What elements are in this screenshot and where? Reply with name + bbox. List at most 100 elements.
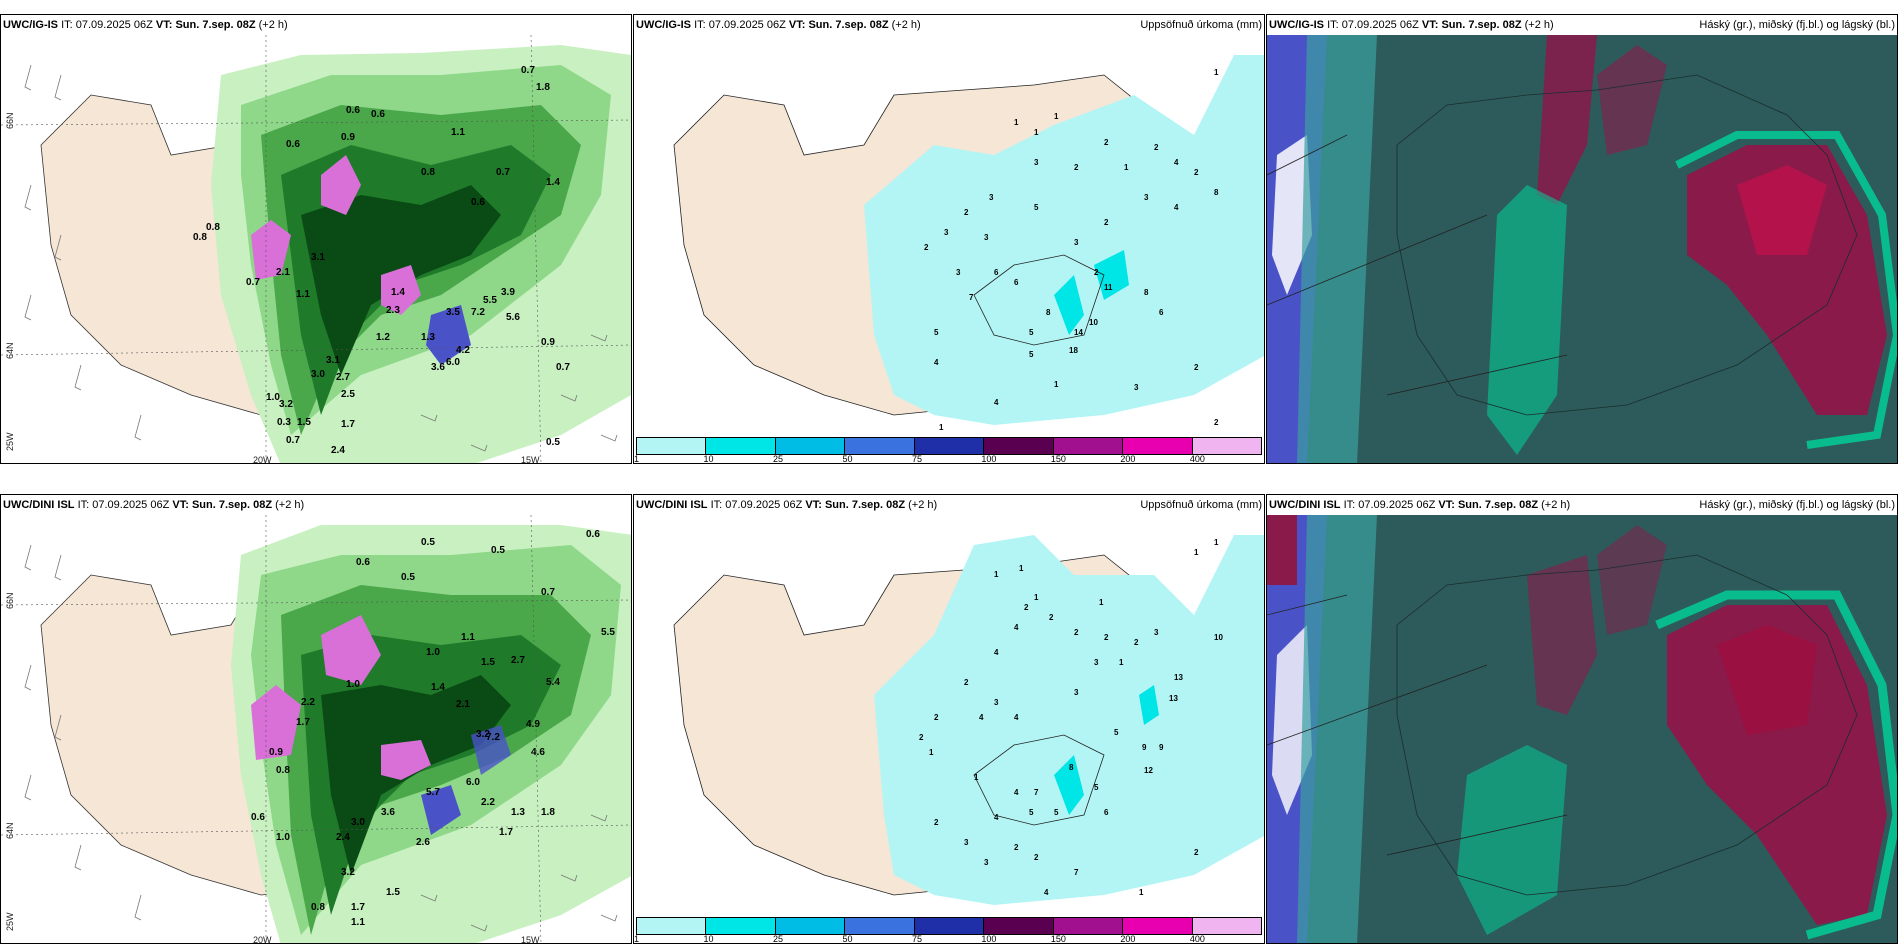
rain-label: 1.1 [296,289,310,300]
lead-time: (+2 h) [1524,19,1554,31]
precip-map[interactable]: 1 1 1 1 1 2 2 2 2 2 3 1 3 4 4 3 2 2 2 1 [634,515,1264,919]
accum-label: 2 [1214,418,1219,427]
rain-label: 0.6 [286,139,300,150]
rain-label: 7.2 [486,732,500,743]
accum-label: 1 [1194,548,1199,557]
accum-label: 2 [1194,848,1199,857]
cloud-map[interactable] [1267,515,1897,943]
accum-label: 4 [994,398,999,407]
rain-label: 3.2 [476,729,490,740]
rain-label: 1.4 [431,682,445,693]
accum-label: 3 [994,698,999,707]
accum-label: 3 [1134,383,1139,392]
accum-label: 4 [1014,623,1019,632]
colorbar-ticks: 1 10 25 50 75 100 150 200 400 [634,934,1262,944]
accum-label: 1 [1099,598,1104,607]
rain-label: 0.6 [371,109,385,120]
accum-label: 4 [1174,203,1179,212]
rain-label: 3.1 [311,252,325,263]
colorbar-tick: 150 [1050,934,1066,944]
rain-label: 1.0 [266,392,280,403]
it-value: 07.09.2025 06Z [725,499,803,511]
rain-label: 1.7 [499,827,513,838]
rain-label: 2.5 [341,389,355,400]
colorbar-tick: 400 [1189,934,1205,944]
lead-time: (+2 h) [1541,499,1571,511]
rain-label: 0.5 [421,537,435,548]
it-label: IT: [1327,19,1339,31]
colorbar-box [845,438,915,454]
rain-label: 1.4 [546,177,560,188]
accum-label: 4 [994,813,999,822]
lat-label: 66N [5,592,15,609]
colorbar-box [706,918,776,934]
rain-label: 4.2 [456,345,470,356]
accum-label: 2 [934,713,939,722]
accum-label: 14 [1074,328,1083,337]
rain-label: 2.2 [301,697,315,708]
rain-label: 2.2 [481,797,495,808]
accum-label: 9 [1142,743,1147,752]
accum-label: 10 [1089,318,1098,327]
cloud-map[interactable] [1267,35,1897,463]
accum-label: 1 [939,423,944,432]
rain-label: 0.8 [206,222,220,233]
accum-label: 1 [994,570,999,579]
rain-label: 3.6 [431,362,445,373]
accum-label: 2 [1194,168,1199,177]
accum-label: 8 [1046,308,1051,317]
it-label: IT: [1343,499,1356,511]
accum-label: 18 [1069,346,1078,355]
rain-label: 0.9 [269,747,283,758]
accum-label: 1 [1119,658,1124,667]
lead-time: (+2 h) [258,19,288,31]
accum-label: 3 [1034,158,1039,167]
lead-time: (+2 h) [275,499,305,511]
rain-label: 7.2 [471,307,485,318]
accum-label: 1 [1054,380,1059,389]
rain-label: 3.9 [501,287,515,298]
rain-map[interactable]: 0.5 0.6 0.5 0.7 0.6 0.5 1.1 1.0 1.4 2.1 … [1,514,631,944]
it-label: IT: [77,499,90,511]
colorbar-tick: 25 [772,934,783,944]
accum-label: 4 [1014,788,1019,797]
colorbar-boxes [636,917,1262,935]
rain-label: 0.8 [311,902,325,913]
colorbar-box [775,438,846,454]
lat-label: 25W [5,432,15,451]
precip-map[interactable]: 1 1 1 1 2 2 3 2 5 2 3 4 2 6 8 1 3 2 3 7 [634,35,1264,439]
accum-label: 13 [1174,673,1183,682]
accum-label: 10 [1214,633,1223,642]
cloud-title: Háský (gr.), miðský (fj.bl.) og lágský (… [1699,499,1895,511]
rain-label: 0.9 [541,337,555,348]
accum-label: 8 [1069,763,1074,772]
accum-label: 2 [1074,163,1079,172]
accum-label: 1 [1124,163,1129,172]
model-name: UWC/DINI ISL [3,499,75,511]
colorbar-tick: 100 [981,934,997,944]
rain-label: 0.8 [193,232,207,243]
accum-value-labels: 1 1 1 1 2 2 3 2 5 2 3 4 2 6 8 1 3 2 3 7 [924,68,1219,432]
accum-label: 3 [989,193,994,202]
rain-label: 1.0 [346,679,360,690]
rain-label: 3.2 [341,867,355,878]
rain-label: 5.5 [601,627,615,638]
vt-value: Sun. 7.sep. 08Z [1457,499,1539,511]
accum-label: 1 [1139,888,1144,897]
accum-label: 4 [1044,888,1049,897]
rain-map[interactable]: 0.7 1.8 0.6 0.6 0.9 1.1 0.6 0.8 0.7 1.4 … [1,34,631,464]
colorbar-box [775,918,846,934]
rain-label: 0.8 [421,167,435,178]
accum-label: 1 [1019,564,1024,573]
cloud-map-panel-row1: UWC/IG-IS IT: 07.09.2025 06Z VT: Sun. 7.… [1266,14,1898,464]
rain-label: 4.9 [526,719,540,730]
colorbar-box [1192,918,1261,934]
accum-label: 3 [984,858,989,867]
vt-value: Sun. 7.sep. 08Z [1441,19,1522,31]
lon-label: 20W [253,455,272,464]
accum-label: 4 [1014,713,1019,722]
lon-label: 15W [521,935,540,944]
colorbar-boxes [636,437,1262,455]
accum-label: 3 [1154,628,1159,637]
vt-label: VT: [172,499,189,511]
